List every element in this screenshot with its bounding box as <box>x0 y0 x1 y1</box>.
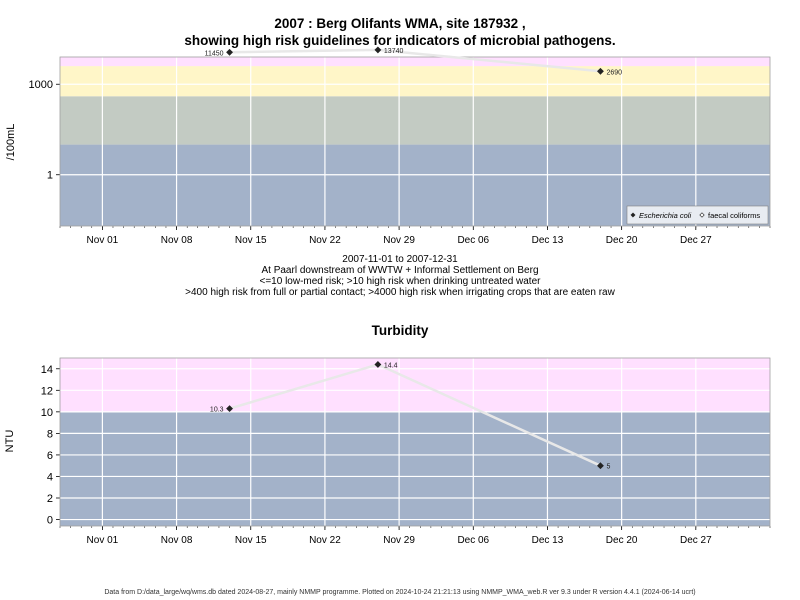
ecoli-x-tick-label: Nov 22 <box>309 235 341 246</box>
ecoli-data-label: 2690 <box>606 69 622 76</box>
date-range-text: 2007-11-01 to 2007-12-31 <box>342 254 458 265</box>
legend-box <box>626 205 769 225</box>
ecoli-panel-border <box>59 56 771 227</box>
turbidity-x-tick-label: Nov 01 <box>87 535 119 546</box>
legend-ecoli-label: Escherichia coli <box>639 211 691 220</box>
turbidity-data-label: 10.3 <box>210 407 224 414</box>
turbidity-y-tick-label: 8 <box>47 428 53 440</box>
turbidity-x-tick-label: Dec 20 <box>606 535 638 546</box>
ecoli-data-point <box>226 48 233 56</box>
turbidity-y-tick-label: 14 <box>41 364 53 376</box>
legend-faecal-marker <box>699 212 705 218</box>
legend-faecal-label: faecal coliforms <box>708 211 760 220</box>
turbidity-x-tick-label: Nov 22 <box>309 535 341 546</box>
turbidity-y-tick-label: 2 <box>47 493 53 505</box>
turbidity-chart-title: Turbidity <box>371 323 429 338</box>
ecoli-data-label: 11450 <box>205 50 224 57</box>
turbidity-data-point <box>226 405 233 413</box>
ecoli-x-tick-label: Dec 20 <box>606 235 638 246</box>
turbidity-y-tick-label: 10 <box>41 407 53 419</box>
legend-ecoli-marker <box>630 212 636 218</box>
ecoli-data-point <box>597 67 604 75</box>
contact-risk-note: >400 high risk from full or partial cont… <box>185 287 615 298</box>
ecoli-x-tick-label: Nov 01 <box>87 235 119 246</box>
turbidity-y-tick-label: 4 <box>47 471 53 483</box>
ecoli-x-tick-label: Nov 15 <box>235 235 267 246</box>
ecoli-y-tick-label: 1 <box>47 170 53 182</box>
turbidity-data-point <box>374 361 382 368</box>
ecoli-risk-band <box>60 96 770 145</box>
ecoli-y-axis-label: /100mL <box>5 124 17 161</box>
footer-text: Data from D:/data_large/wq/wms.db dated … <box>104 589 696 596</box>
turbidity-x-tick-label: Nov 15 <box>235 535 267 546</box>
turbidity-x-tick-label: Nov 08 <box>161 535 193 546</box>
turbidity-x-tick-label: Dec 13 <box>532 535 564 546</box>
chart-title-line2: showing high risk guidelines for indicat… <box>184 33 616 48</box>
turbidity-data-point <box>597 462 604 470</box>
turbidity-risk-band <box>60 411 770 526</box>
ecoli-x-tick-label: Dec 13 <box>532 235 564 246</box>
turbidity-y-axis-label: NTU <box>4 430 16 453</box>
turbidity-risk-band <box>60 358 770 412</box>
ecoli-x-tick-label: Dec 27 <box>680 235 712 246</box>
turbidity-x-tick-label: Dec 27 <box>680 535 712 546</box>
ecoli-risk-band <box>60 66 770 97</box>
ecoli-data-label: 13740 <box>384 48 404 55</box>
turbidity-panel-border <box>59 357 771 527</box>
drinking-risk-note: <=10 low-med risk; >10 high risk when dr… <box>259 276 541 287</box>
site-description-text: At Paarl downstream of WWTW + Informal S… <box>261 265 539 276</box>
turbidity-y-tick-label: 6 <box>47 450 53 462</box>
turbidity-data-label: 14.4 <box>384 362 398 369</box>
turbidity-x-tick-label: Dec 06 <box>457 535 489 546</box>
ecoli-y-tick-label: 1000 <box>29 79 53 91</box>
ecoli-x-tick-label: Dec 06 <box>457 235 489 246</box>
ecoli-risk-band <box>60 57 770 67</box>
ecoli-x-tick-label: Nov 08 <box>161 235 193 246</box>
turbidity-data-label: 5 <box>606 464 610 471</box>
ecoli-data-point <box>374 46 382 54</box>
ecoli-x-tick-label: Nov 29 <box>383 235 415 246</box>
turbidity-x-tick-label: Nov 29 <box>383 535 415 546</box>
chart-title-line1: 2007 : Berg Olifants WMA, site 187932 , <box>274 16 526 31</box>
turbidity-y-tick-label: 0 <box>47 515 53 527</box>
turbidity-y-tick-label: 12 <box>41 385 53 397</box>
